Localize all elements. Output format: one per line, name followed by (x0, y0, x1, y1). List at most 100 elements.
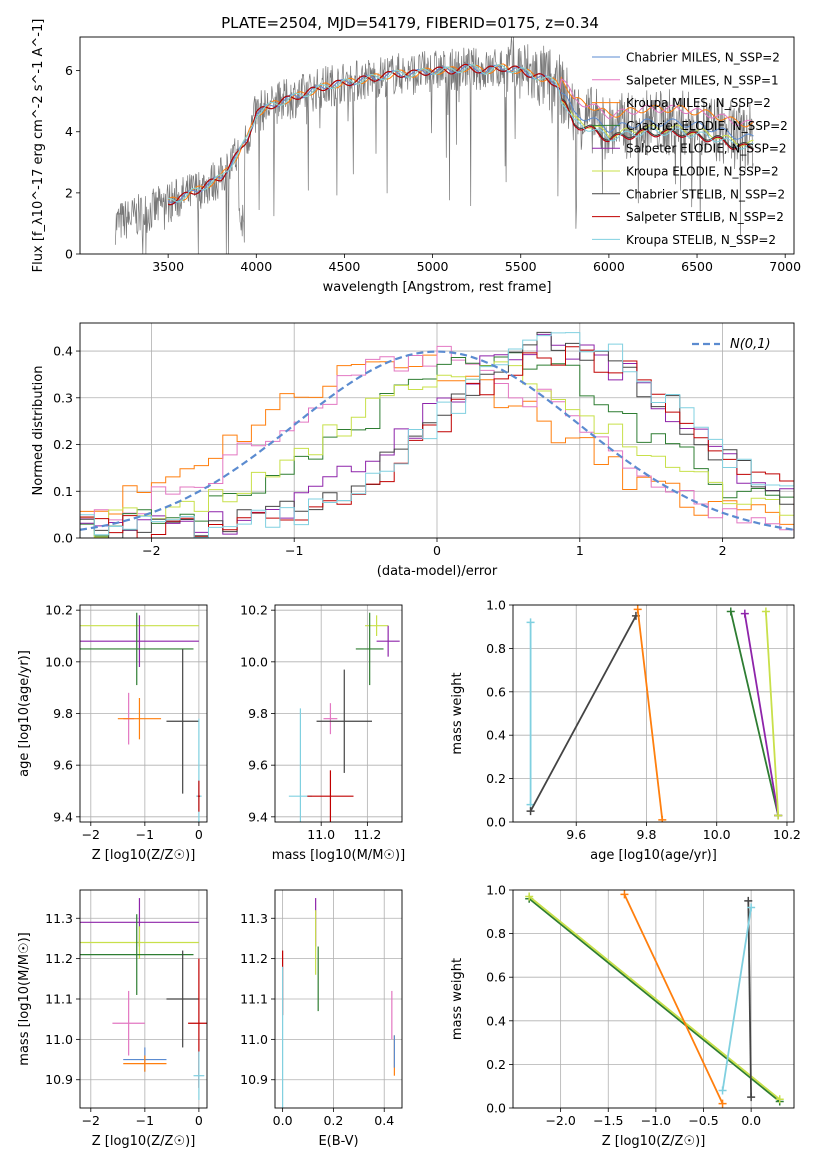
x-tick-label: 11.0 (307, 827, 335, 842)
x-tick-label: −2 (142, 543, 160, 558)
x-tick-label: 0.0 (273, 1113, 293, 1128)
y-tick-label: 9.8 (248, 706, 268, 721)
x-tick-label: −0.5 (688, 1113, 718, 1128)
x-axis-label: mass [log10(M/M☉)] (272, 848, 405, 863)
axes-frame (79, 36, 795, 255)
x-tick-label: 6000 (593, 259, 625, 274)
y-tick-label: 10.9 (240, 1072, 268, 1087)
y-tick-label: 0.2 (53, 437, 73, 452)
legend-entry: N(0,1) (730, 337, 771, 352)
y-axis-label: mass weight (450, 958, 465, 1040)
axes-age_vs_mass: 11.0 11.2 9.4 9.6 9.8 10.0 10.2 mass [log10(M/M… (240, 603, 405, 863)
weight-line-chabrier_stelib (747, 900, 752, 1098)
y-tick-label: 11.2 (240, 951, 268, 966)
axes-residuals: −2 −1 0 1 2 0.0 0.1 0.2 0.3 0.4 (data-model)/error… (31, 322, 795, 579)
legend-entry: Salpeter MILES, N_SSP=1 (626, 73, 779, 87)
weight-line-kroupa_elodie (528, 895, 781, 1100)
x-tick-label: −1 (285, 543, 303, 558)
normal-distribution-line (80, 350, 794, 531)
y-axis-label: Normed distribution (31, 366, 46, 496)
x-axis-label: Z [log10(Z/Z☉)] (92, 1134, 196, 1149)
weight-line-salpeter_elodie (743, 613, 780, 816)
axes-mass_vs_z: −2 −1 0 10.9 11.0 11.1 11.2 11.3 Z [log10(Z/Z☉)]… (17, 889, 208, 1149)
x-axis-label: E(B-V) (318, 1134, 358, 1149)
axes-age_vs_z: −2 −1 0 9.4 9.6 9.8 10.0 10.2 Z [log10(Z/Z☉)] age… (17, 603, 208, 863)
y-tick-label: 0.6 (486, 970, 506, 985)
y-tick-label: 9.8 (53, 706, 73, 721)
y-tick-label: 9.6 (248, 758, 268, 773)
x-tick-label: 10.0 (703, 827, 731, 842)
y-tick-label: 9.4 (248, 809, 268, 824)
legend-entry: Kroupa STELIB, N_SSP=2 (626, 233, 776, 247)
weight-marker-kroupa_elodie (761, 607, 770, 616)
model-line-kroupa_miles (167, 63, 754, 202)
weight-marker-kroupa_miles (658, 815, 667, 822)
plot-area-weight_vs_z (525, 890, 784, 1108)
x-tick-label: 11.2 (353, 827, 381, 842)
model-line-salpeter_stelib (167, 63, 754, 206)
x-tick-label: 0.2 (323, 1113, 343, 1128)
x-tick-label: −1.0 (641, 1113, 671, 1128)
x-tick-label: 0 (195, 827, 203, 842)
legend-entry: Chabrier STELIB, N_SSP=2 (626, 187, 785, 201)
histogram-kroupa_stelib (80, 332, 794, 538)
axes-mass_vs_ebv: 0.0 0.2 0.4 10.9 11.0 11.1 11.2 11.3 E(B-V) (240, 889, 403, 1149)
y-axis-label: age [log10(age/yr)] (17, 650, 32, 777)
x-tick-label: 2 (719, 543, 727, 558)
x-tick-label: 9.8 (637, 827, 657, 842)
x-tick-label: −2 (82, 827, 100, 842)
y-tick-label: 9.4 (53, 809, 73, 824)
x-axis-label: Z [log10(Z/Z☉)] (602, 1134, 706, 1149)
x-tick-label: −1 (136, 1113, 154, 1128)
y-tick-label: 11.0 (45, 1032, 73, 1047)
y-tick-label: 2 (65, 185, 73, 200)
x-tick-label: −1.5 (593, 1113, 623, 1128)
x-tick-label: 0 (433, 543, 441, 558)
y-tick-label: 11.1 (45, 992, 73, 1007)
legend-entry: Chabrier MILES, N_SSP=2 (626, 51, 780, 65)
y-tick-label: 10.0 (45, 654, 73, 669)
weight-marker-chabrier_stelib (526, 807, 535, 816)
weight-marker-chabrier_elodie (726, 607, 735, 616)
y-tick-label: 10.2 (240, 603, 268, 618)
x-axis-label: Z [log10(Z/Z☉)] (92, 848, 196, 863)
axes-frame (79, 604, 208, 823)
x-tick-label: 9.6 (566, 827, 586, 842)
legend-entry: Salpeter ELODIE, N_SSP=2 (626, 142, 787, 156)
x-tick-label: 7000 (769, 259, 801, 274)
y-axis-label: mass [log10(M/M☉)] (17, 932, 32, 1065)
y-tick-label: 0.0 (53, 531, 73, 546)
histogram-salpeter_miles (80, 345, 794, 536)
axes-frame (79, 889, 208, 1109)
y-tick-label: 0.4 (53, 344, 73, 359)
legend-entry: Salpeter STELIB, N_SSP=2 (626, 210, 784, 224)
x-axis-label: wavelength [Angstrom, rest frame] (323, 280, 552, 295)
x-tick-label: 10.2 (773, 827, 801, 842)
plot-area-age_vs_z (80, 612, 202, 822)
axes-spectrum: 3500 4000 4500 5000 5500 6000 6500 7000 0 2 4 6 wave… (31, 19, 801, 295)
y-tick-label: 4 (65, 124, 73, 139)
x-tick-label: 0.0 (741, 1113, 761, 1128)
y-tick-label: 0.2 (486, 1057, 506, 1072)
plot-area-age_vs_mass (288, 612, 400, 822)
weight-line-kroupa_elodie (765, 611, 780, 816)
y-tick-label: 0.8 (486, 926, 506, 941)
weight-marker-kroupa_miles (633, 605, 642, 614)
y-tick-label: 0.4 (486, 1013, 506, 1028)
weight-marker-kroupa_miles (620, 890, 629, 899)
y-tick-label: 0.8 (486, 641, 506, 656)
axes-weight_vs_age: 9.6 9.8 10.0 10.2 0.0 0.2 0.4 0.6 0.8 1.0 age [log… (450, 598, 801, 864)
y-axis-label: Flux [f_λ10^-17 erg cm^-2 s^-1 A^-1] (31, 19, 46, 273)
weight-marker-chabrier_stelib (747, 1093, 756, 1102)
y-tick-label: 11.3 (45, 911, 73, 926)
axes-frame (512, 604, 795, 823)
axes-frame (512, 889, 795, 1109)
y-tick-label: 9.6 (53, 758, 73, 773)
x-axis-label: (data-model)/error (377, 564, 498, 579)
weight-line-chabrier_elodie (528, 898, 781, 1103)
x-tick-label: 5500 (505, 259, 537, 274)
weight-line-kroupa_miles (636, 609, 664, 820)
y-tick-label: 0.0 (486, 1101, 506, 1116)
histogram-chabrier_elodie (80, 352, 794, 538)
y-tick-label: 0.6 (486, 684, 506, 699)
